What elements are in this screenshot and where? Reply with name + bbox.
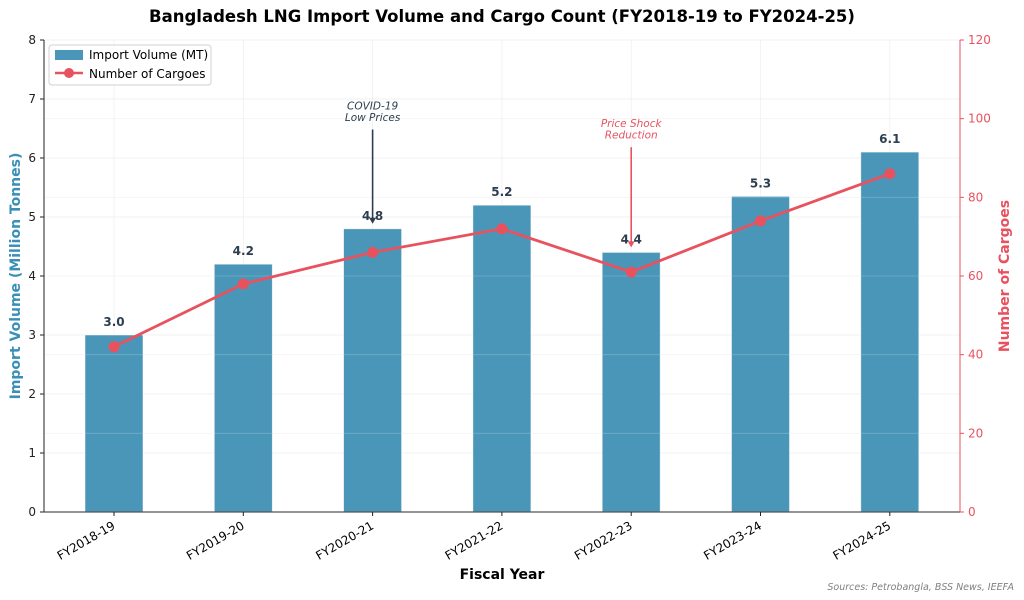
left-tick-label: 3 [28, 328, 36, 342]
cargo-point [755, 215, 766, 227]
x-axis-label: Fiscal Year [460, 567, 545, 583]
legend-box [48, 44, 212, 86]
bar-value-label: 4.2 [233, 244, 254, 258]
bar-import-volume [472, 204, 532, 513]
annotation-text: Reduction [605, 130, 658, 142]
right-tick-label: 60 [968, 269, 983, 283]
left-tick-label: 7 [28, 92, 36, 106]
bar-value-label: 3.0 [103, 315, 124, 329]
legend-bar-swatch [55, 50, 83, 60]
cargo-point [237, 278, 249, 290]
left-tick-label: 2 [28, 387, 36, 401]
left-tick-label: 6 [28, 151, 36, 165]
left-tick-label: 0 [28, 505, 36, 519]
cargo-point [108, 341, 120, 353]
left-tick-label: 5 [28, 210, 36, 224]
bar-value-label: 5.2 [491, 185, 512, 199]
bar-import-volume [84, 334, 144, 513]
right-tick-label: 20 [968, 426, 983, 440]
cargo-line-series [108, 168, 896, 353]
annotation-text: COVID-19 [347, 101, 398, 113]
x-tick-label: FY2024-25 [831, 518, 894, 562]
bar-import-volume [860, 151, 920, 513]
legend: Import Volume (MT) Number of Cargoes [48, 44, 212, 86]
annotation-text: Price Shock [601, 118, 663, 130]
cargo-point [496, 223, 508, 235]
x-tick-label: FY2019-20 [184, 518, 247, 562]
x-axis-ticks: FY2018-19 FY2019-20 FY2020-21 FY2021-22 FY20… [55, 512, 894, 563]
bar-value-label: 6.1 [879, 132, 900, 146]
legend-line-marker [64, 68, 74, 78]
bar-import-volume [601, 251, 661, 513]
right-tick-label: 120 [968, 33, 991, 47]
annotation-text: Low Prices [345, 112, 401, 124]
left-tick-label: 8 [28, 33, 36, 47]
cargo-point [367, 246, 379, 258]
bar-import-volume [213, 263, 273, 513]
x-tick-label: FY2022-23 [572, 518, 635, 562]
legend-label-cargoes: Number of Cargoes [89, 67, 205, 81]
x-tick-label: FY2018-19 [55, 518, 118, 562]
left-tick-label: 4 [28, 269, 36, 283]
gridlines-over-bars [44, 118, 960, 434]
x-tick-label: FY2023-24 [701, 518, 764, 562]
left-axis-ticks: 0 1 2 3 4 5 6 7 8 [28, 33, 44, 519]
bar-import-volume [731, 195, 790, 513]
legend-label-import-volume: Import Volume (MT) [89, 48, 208, 62]
y-axis-label-right: Number of Cargoes [997, 200, 1013, 352]
chart-title: Bangladesh LNG Import Volume and Cargo C… [149, 7, 855, 26]
left-tick-label: 1 [28, 446, 36, 460]
bar-value-label: 5.3 [750, 176, 771, 190]
bar-import-volume [343, 228, 403, 513]
right-tick-label: 80 [968, 190, 983, 204]
right-tick-label: 40 [968, 348, 983, 362]
annotation-arrow-head [627, 241, 635, 248]
bars [84, 151, 920, 513]
x-tick-label: FY2021-22 [443, 518, 506, 562]
annotation-arrow-head [369, 217, 377, 224]
right-tick-label: 100 [968, 112, 991, 126]
right-tick-label: 0 [968, 505, 976, 519]
cargo-point [884, 168, 896, 180]
x-tick-label: FY2020-21 [313, 518, 376, 562]
right-axis-ticks: 0 20 40 60 80 100 120 [960, 33, 991, 519]
y-axis-label-left: Import Volume (Million Tonnes) [8, 153, 24, 400]
cargo-point [625, 266, 637, 278]
source-note: Sources: Petrobangla, BSS News, IEEFA [827, 582, 1014, 593]
